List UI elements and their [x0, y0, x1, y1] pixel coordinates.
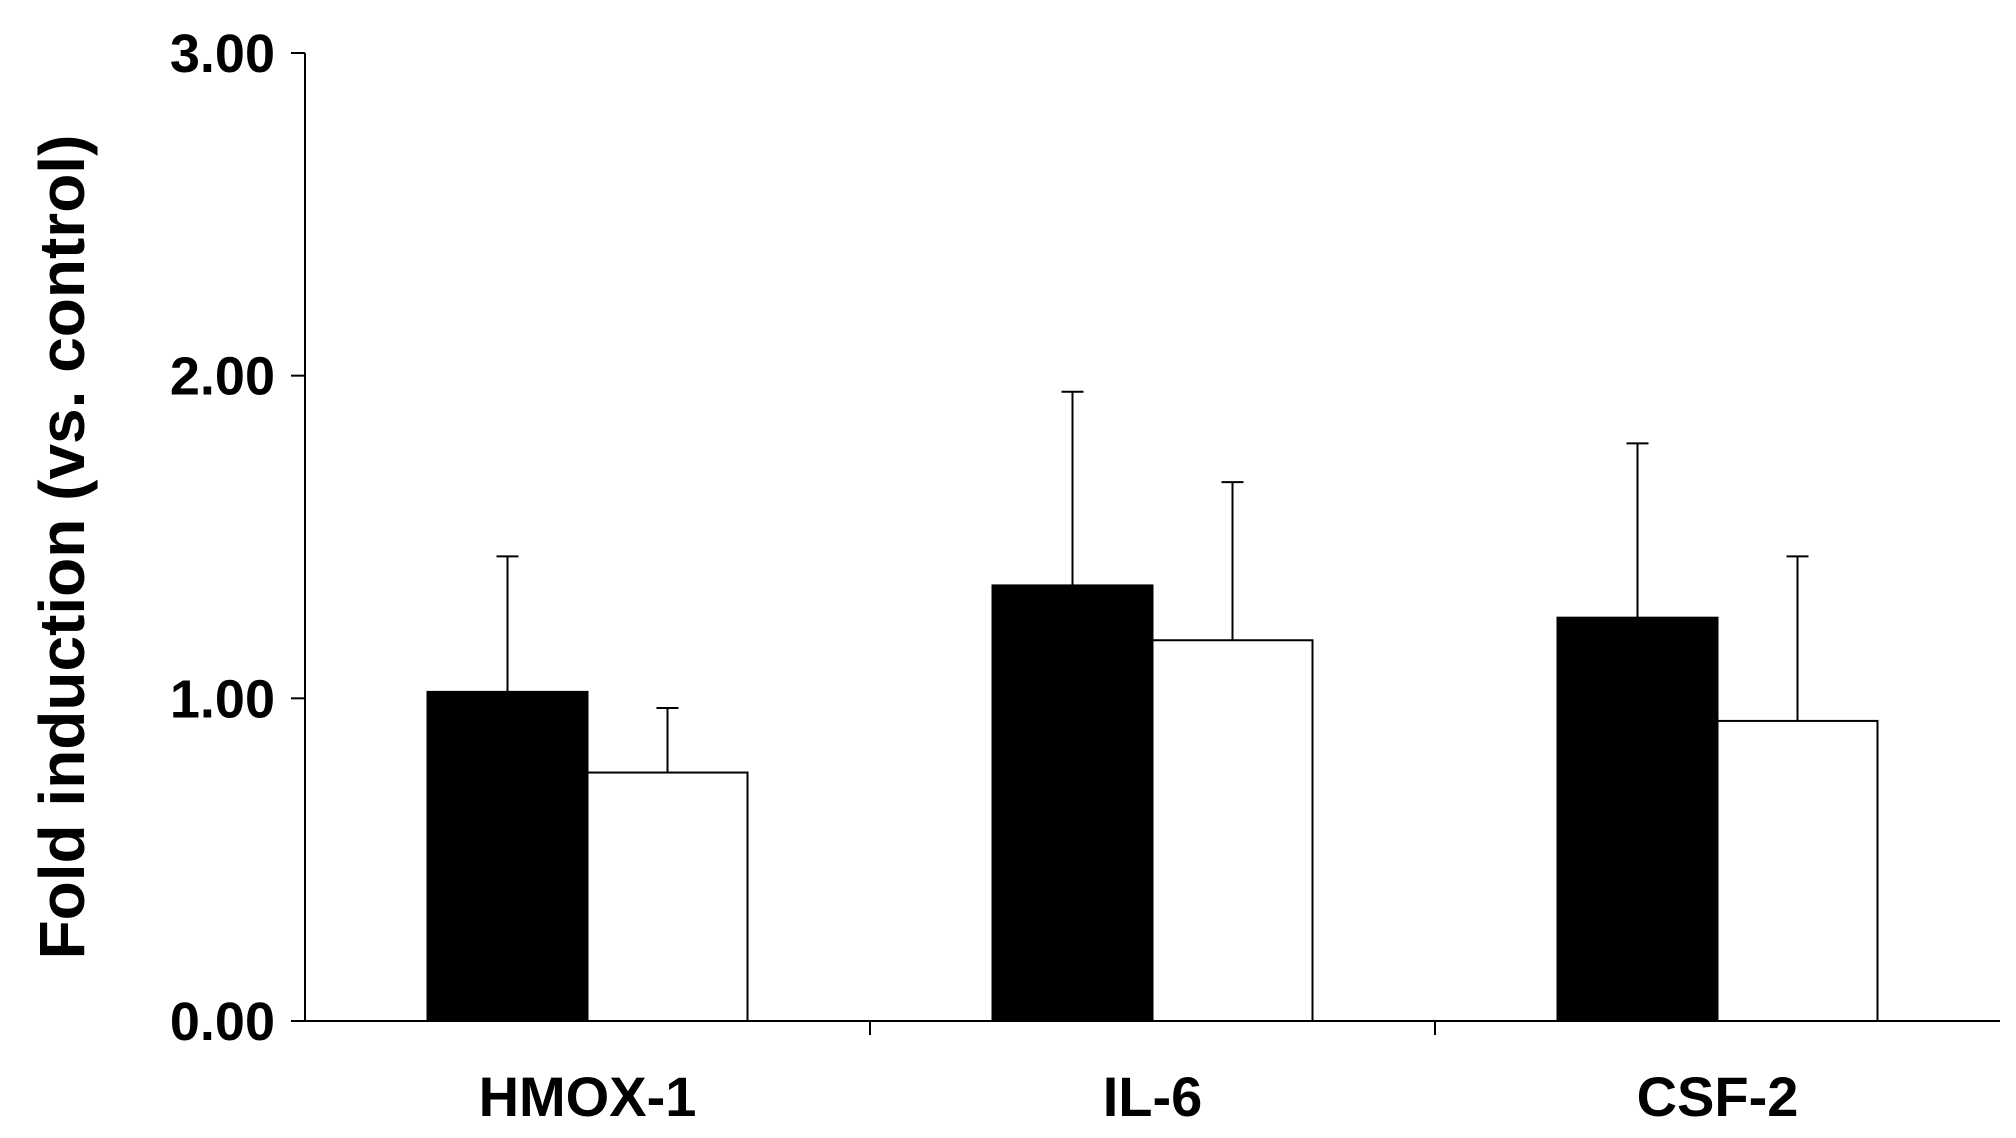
bar-csf-2-series-2 [1716, 719, 1879, 1022]
x-category-label: IL-6 [1103, 1065, 1203, 1128]
y-axis-title: Fold induction (vs. control) [26, 135, 98, 960]
x-category-label: HMOX-1 [479, 1065, 697, 1128]
y-tick-label: 1.00 [170, 669, 275, 729]
bar-il-6-series-2 [1151, 639, 1314, 1023]
error-bars-layer [496, 390, 1809, 773]
y-tick-label: 2.00 [170, 347, 275, 407]
bar-csf-2-series-1 [1556, 616, 1719, 1023]
x-category-label: CSF-2 [1637, 1065, 1799, 1128]
bar-hmox-1-series-1 [426, 690, 589, 1022]
y-tick-label: 0.00 [170, 992, 275, 1052]
x-labels-layer: HMOX-1 IL-6 CSF-2 [479, 1021, 1799, 1128]
axes-layer [304, 53, 2000, 1022]
y-tick-label: 3.00 [170, 24, 275, 84]
bars-layer [426, 584, 1879, 1023]
bar-il-6-series-1 [991, 584, 1154, 1023]
y-ticks-layer: 0.00 1.00 2.00 3.00 [170, 24, 305, 1052]
bar-hmox-1-series-2 [586, 771, 749, 1023]
